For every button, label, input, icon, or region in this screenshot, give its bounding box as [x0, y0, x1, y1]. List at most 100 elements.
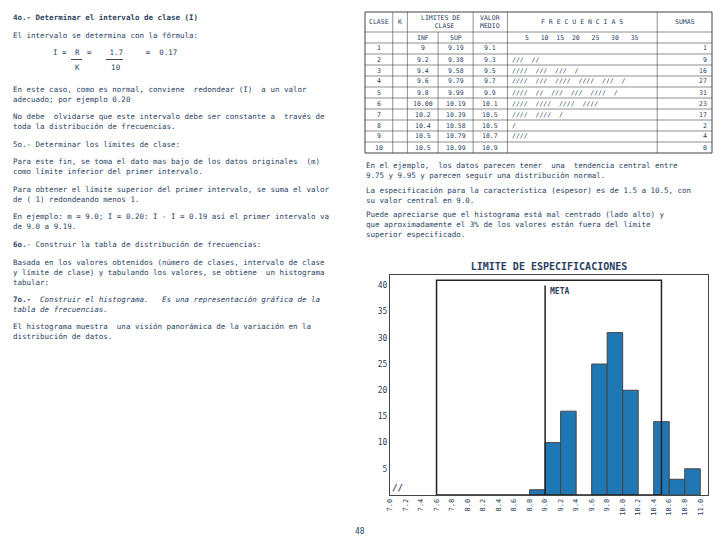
svg-text:9.8: 9.8 — [417, 89, 429, 97]
svg-text:1: 1 — [377, 44, 381, 52]
svg-text:R: R — [75, 48, 80, 57]
svg-text://: // — [392, 483, 403, 493]
svg-text:10.19: 10.19 — [446, 100, 466, 108]
svg-text:5: 5 — [383, 465, 388, 474]
svg-text:9.4: 9.4 — [572, 499, 580, 512]
svg-text:No debe olvidarse que este in: No debe olvidarse que este intervalo deb… — [13, 112, 325, 131]
svg-text:En el ejemplo, los datos pare: En el ejemplo, los datos parecen tener u… — [366, 161, 678, 180]
svg-text:16: 16 — [699, 67, 707, 75]
svg-text:9.3: 9.3 — [484, 56, 496, 64]
svg-text:10.99: 10.99 — [446, 144, 466, 152]
svg-text:40: 40 — [378, 281, 388, 290]
svg-text:6: 6 — [377, 100, 381, 108]
svg-text:1: 1 — [703, 44, 707, 52]
svg-text:17: 17 — [699, 111, 707, 119]
svg-text:7.4: 7.4 — [417, 499, 425, 512]
svg-text:SUP: SUP — [450, 34, 462, 42]
svg-text:10.5: 10.5 — [415, 144, 431, 152]
svg-text:/// //: /// // — [512, 56, 539, 64]
svg-text:10.2: 10.2 — [415, 111, 431, 119]
svg-text:9.2: 9.2 — [557, 499, 565, 512]
svg-text:4: 4 — [703, 132, 707, 140]
svg-text:35: 35 — [378, 307, 388, 316]
svg-text:10.6: 10.6 — [665, 499, 673, 516]
svg-text://// // /// /// //// /: //// // /// /// //// / — [512, 89, 618, 97]
svg-text:K: K — [398, 18, 402, 26]
svg-text:9.6: 9.6 — [417, 77, 429, 85]
svg-text:La especificación para la cara: La especificación para la característica… — [366, 186, 691, 205]
svg-text:Basada en los valores obtenido: Basada en los valores obtenidos (número … — [13, 258, 325, 287]
svg-text:= 1.7 = 0.17: = 1.7 = 0.17 — [87, 48, 177, 57]
svg-text:23: 23 — [699, 100, 707, 108]
svg-text:En este caso, como es normal,: En este caso, como es normal, conviene r… — [13, 85, 307, 104]
svg-text:15: 15 — [378, 412, 388, 421]
svg-text:9.99: 9.99 — [448, 89, 464, 97]
svg-text:10.4: 10.4 — [415, 122, 431, 130]
svg-text:CLASE: CLASE — [369, 18, 389, 26]
svg-text:9.38: 9.38 — [448, 56, 464, 64]
svg-text:5: 5 — [377, 89, 381, 97]
svg-text:9.4: 9.4 — [417, 67, 429, 75]
svg-text:8: 8 — [377, 122, 381, 130]
svg-text:8.8: 8.8 — [526, 499, 534, 512]
svg-text:8.0: 8.0 — [464, 499, 472, 512]
svg-text:9.79: 9.79 — [448, 77, 464, 85]
svg-text:I =: I = — [53, 48, 67, 57]
svg-text:2: 2 — [377, 56, 381, 64]
svg-text:9.58: 9.58 — [448, 67, 464, 75]
svg-text:SUMAS: SUMAS — [675, 18, 695, 26]
svg-text://// //// /: //// //// / — [512, 111, 563, 119]
svg-text:20: 20 — [378, 386, 388, 395]
svg-text://// //// //// ////: //// //// //// //// — [512, 100, 598, 108]
svg-text:10.7: 10.7 — [482, 132, 498, 140]
svg-text:3: 3 — [377, 67, 381, 75]
svg-text:Para obtener el límite superio: Para obtener el límite superior del prim… — [13, 185, 330, 204]
svg-text:27: 27 — [699, 77, 707, 85]
svg-text:9.8: 9.8 — [603, 499, 611, 512]
svg-text:10.5: 10.5 — [415, 132, 431, 140]
svg-text:7.2: 7.2 — [402, 499, 410, 512]
svg-text:10.58: 10.58 — [446, 122, 466, 130]
svg-text:LIMITE DE ESPECIFICACIONES: LIMITE DE ESPECIFICACIONES — [471, 261, 628, 272]
svg-text:9.6: 9.6 — [588, 499, 596, 512]
svg-text:25: 25 — [378, 360, 388, 369]
svg-text:10: 10 — [375, 144, 383, 152]
svg-text:10.39: 10.39 — [446, 111, 466, 119]
svg-text:10.0: 10.0 — [619, 499, 627, 516]
svg-text:7: 7 — [377, 111, 381, 119]
svg-text:K 10: K 10 — [75, 63, 121, 72]
svg-text:10.00: 10.00 — [413, 100, 433, 108]
svg-text:META: META — [550, 287, 569, 296]
svg-text:2: 2 — [703, 122, 707, 130]
svg-text:8.2: 8.2 — [479, 499, 487, 512]
svg-text:4o.- Determinar el intervalo d: 4o.- Determinar el intervalo de clase (I… — [13, 13, 198, 22]
svg-text:9.0: 9.0 — [541, 499, 549, 512]
svg-text:Puede apreciarse que el histog: Puede apreciarse que el histograma está … — [366, 210, 664, 239]
svg-text:9: 9 — [421, 44, 425, 52]
svg-text:9.1: 9.1 — [484, 44, 496, 52]
svg-text:9.9: 9.9 — [484, 89, 496, 97]
svg-text:10.79: 10.79 — [446, 132, 466, 140]
svg-text:VALORMEDIO: VALORMEDIO — [480, 14, 500, 30]
svg-text:5 10 15 20 25 30 35: 5 10 15 20 25 30 35 — [525, 34, 639, 42]
svg-text:7.0: 7.0 — [386, 499, 394, 512]
svg-text:9: 9 — [377, 132, 381, 140]
svg-text:Para este fin, se toma el dato: Para este fin, se toma el dato mas bajo … — [13, 157, 320, 176]
svg-text:31: 31 — [699, 89, 707, 97]
svg-text:10.1: 10.1 — [482, 100, 498, 108]
svg-text:10.5: 10.5 — [482, 111, 498, 119]
svg-text:10.4: 10.4 — [650, 499, 658, 516]
svg-text:6o.- Construir la tabla de dis: 6o.- Construir la tabla de distribución … — [13, 240, 261, 249]
svg-text:9.7: 9.7 — [484, 77, 496, 85]
svg-text:10.8: 10.8 — [681, 499, 689, 516]
svg-text:////: //// — [512, 132, 528, 140]
svg-text:4: 4 — [377, 77, 381, 85]
svg-text:9.5: 9.5 — [484, 67, 496, 75]
svg-text://// /// //// //// /// /: //// /// //// //// /// / — [512, 77, 626, 85]
svg-text:En ejemplo: m = 9.0; I = 0.20:: En ejemplo: m = 9.0; I = 0.20: I - I = 0… — [13, 212, 329, 231]
svg-text:10: 10 — [378, 438, 388, 447]
svg-text:9.19: 9.19 — [448, 44, 464, 52]
svg-text:11.0: 11.0 — [697, 499, 705, 516]
svg-text:8.6: 8.6 — [510, 499, 518, 512]
svg-text://// /// /// /: //// /// /// / — [512, 67, 579, 75]
